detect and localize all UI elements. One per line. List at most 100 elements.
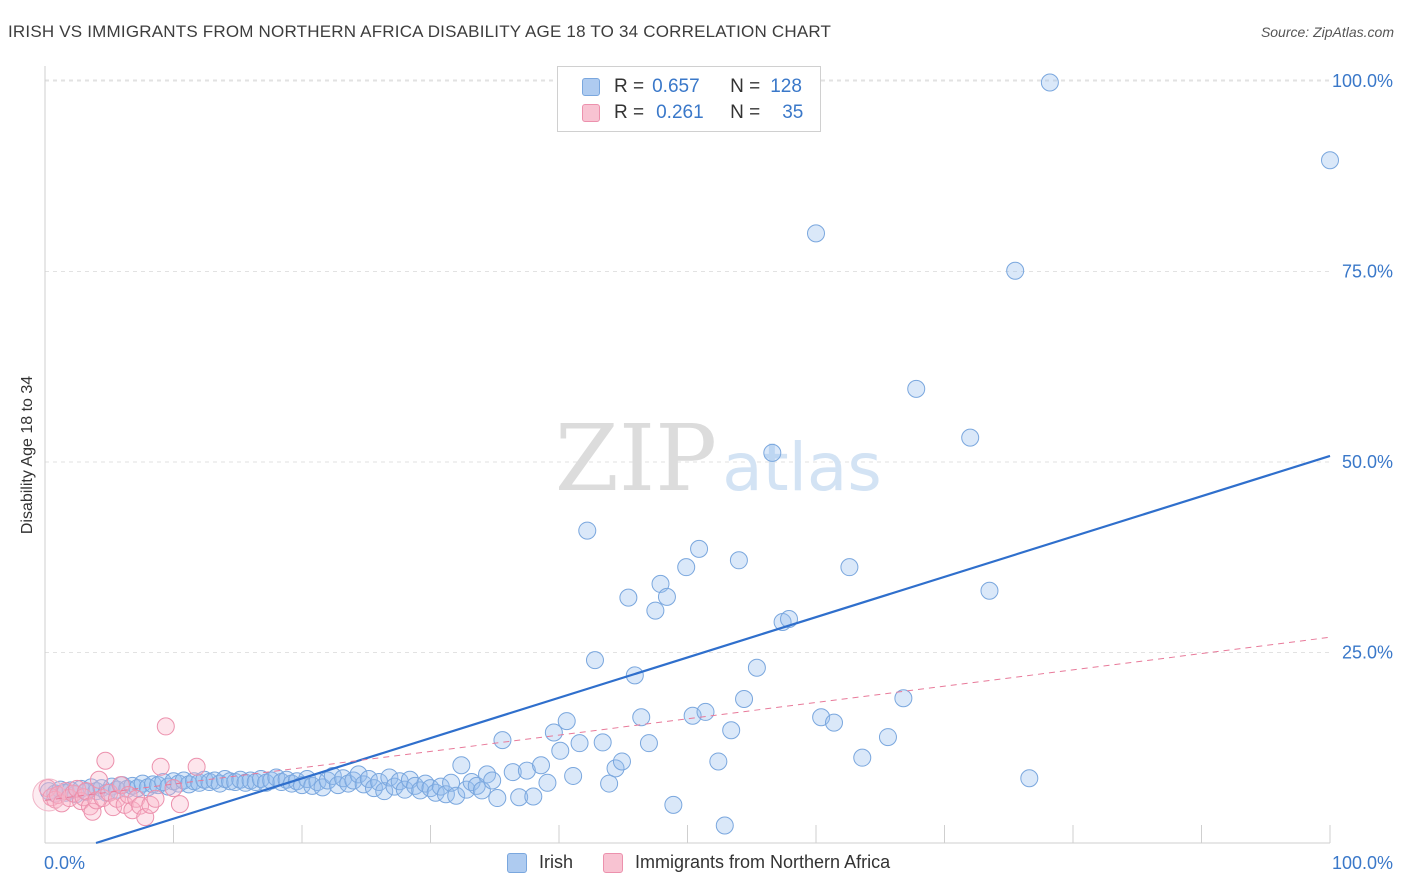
point-irish bbox=[380, 768, 399, 787]
point-irish bbox=[452, 756, 471, 775]
point-irish bbox=[606, 759, 625, 778]
point-irish bbox=[664, 795, 683, 814]
y-tick-label: 25.0% bbox=[1342, 643, 1393, 663]
watermark-zip: ZIP bbox=[555, 405, 717, 512]
point-irish bbox=[354, 775, 373, 794]
point-irish bbox=[1020, 769, 1039, 788]
chart-title: IRISH VS IMMIGRANTS FROM NORTHERN AFRICA… bbox=[8, 22, 832, 41]
point-irish bbox=[639, 734, 658, 753]
legend-r-label: R = bbox=[614, 76, 645, 97]
point-irish bbox=[840, 558, 859, 577]
point-irish bbox=[878, 728, 897, 747]
point-irish bbox=[503, 763, 522, 782]
point-irish bbox=[853, 748, 872, 767]
series-legend: Irish Immigrants from Northern Africa bbox=[507, 852, 920, 873]
point-irish bbox=[980, 581, 999, 600]
legend-r-value: 0.261 bbox=[656, 102, 704, 123]
point-irish bbox=[395, 780, 414, 799]
legend-item-irish[interactable]: Irish bbox=[507, 852, 573, 873]
source-credit: Source: ZipAtlas.com bbox=[1260, 24, 1394, 40]
point-irish bbox=[488, 789, 507, 808]
point-irish bbox=[349, 765, 368, 784]
point-immigrants bbox=[146, 789, 165, 808]
point-irish bbox=[763, 443, 782, 462]
point-irish bbox=[729, 551, 748, 570]
point-irish bbox=[1321, 151, 1339, 170]
point-irish bbox=[894, 689, 913, 708]
point-immigrants bbox=[111, 776, 130, 795]
point-irish bbox=[447, 786, 466, 805]
point-irish bbox=[907, 379, 926, 398]
point-irish bbox=[493, 731, 512, 750]
point-irish bbox=[524, 787, 543, 806]
y-tick-label: 75.0% bbox=[1342, 262, 1393, 282]
trend-lines bbox=[44, 454, 1331, 845]
point-irish bbox=[364, 779, 383, 798]
point-irish bbox=[619, 588, 638, 607]
axes bbox=[44, 66, 1331, 844]
point-immigrants bbox=[156, 717, 175, 736]
y-tick-label: 50.0% bbox=[1342, 452, 1393, 472]
legend-row-irish: R = 0.657 N = 128 bbox=[582, 75, 802, 99]
point-irish bbox=[677, 558, 696, 577]
point-irish bbox=[1040, 73, 1059, 92]
legend-swatch-irish bbox=[507, 852, 527, 873]
stats-legend: R = 0.657 N = 128 R = 0.261 N = 35 bbox=[557, 66, 821, 132]
point-immigrants bbox=[131, 796, 150, 815]
point-irish bbox=[824, 713, 843, 732]
legend-n-label: N = bbox=[730, 102, 761, 123]
point-irish bbox=[551, 741, 570, 760]
point-irish bbox=[517, 761, 536, 780]
watermark: ZIP atlas bbox=[555, 405, 882, 512]
point-immigrants bbox=[104, 798, 123, 817]
point-irish bbox=[807, 224, 825, 243]
x-tick-label: 100.0% bbox=[1332, 853, 1393, 873]
legend-label-immigrants: Immigrants from Northern Africa bbox=[635, 852, 891, 872]
point-irish bbox=[625, 666, 644, 685]
point-irish bbox=[375, 782, 394, 801]
legend-row-immigrants: R = 0.261 N = 35 bbox=[582, 101, 803, 125]
point-immigrants bbox=[141, 795, 160, 814]
legend-n-value: 128 bbox=[770, 76, 802, 97]
point-irish bbox=[632, 708, 651, 727]
point-irish bbox=[747, 658, 766, 677]
point-irish bbox=[961, 428, 980, 447]
point-irish bbox=[646, 601, 665, 620]
point-irish bbox=[564, 766, 583, 785]
legend-item-immigrants[interactable]: Immigrants from Northern Africa bbox=[603, 852, 890, 873]
point-irish bbox=[385, 777, 404, 796]
point-immigrants bbox=[136, 808, 155, 827]
point-irish bbox=[722, 721, 741, 740]
point-irish bbox=[715, 816, 734, 835]
point-irish bbox=[657, 587, 676, 606]
point-irish bbox=[557, 712, 576, 731]
point-immigrants bbox=[83, 802, 102, 821]
point-irish bbox=[696, 702, 715, 721]
legend-label-irish: Irish bbox=[539, 852, 574, 872]
point-irish bbox=[538, 773, 557, 792]
point-immigrants bbox=[164, 779, 183, 798]
legend-n-label: N = bbox=[730, 76, 761, 97]
point-irish bbox=[339, 774, 358, 793]
point-immigrants bbox=[151, 757, 170, 776]
point-irish bbox=[510, 788, 529, 807]
point-immigrants bbox=[96, 751, 115, 770]
y-tick-label: 100.0% bbox=[1332, 71, 1393, 91]
x-tick-label: 0.0% bbox=[44, 853, 85, 873]
point-irish bbox=[578, 521, 597, 540]
legend-n-value: 35 bbox=[782, 102, 804, 123]
legend-r-label: R = bbox=[614, 102, 645, 123]
point-immigrants bbox=[32, 778, 66, 812]
point-irish bbox=[478, 765, 497, 784]
point-irish bbox=[593, 733, 612, 752]
legend-swatch-immigrants bbox=[582, 104, 600, 122]
point-irish bbox=[612, 752, 631, 771]
point-irish bbox=[532, 756, 551, 775]
trendline-immigrants bbox=[44, 636, 1331, 801]
legend-swatch-irish bbox=[582, 78, 600, 96]
point-irish bbox=[190, 773, 209, 792]
point-irish bbox=[709, 752, 728, 771]
point-irish bbox=[570, 734, 589, 753]
point-irish bbox=[735, 689, 754, 708]
